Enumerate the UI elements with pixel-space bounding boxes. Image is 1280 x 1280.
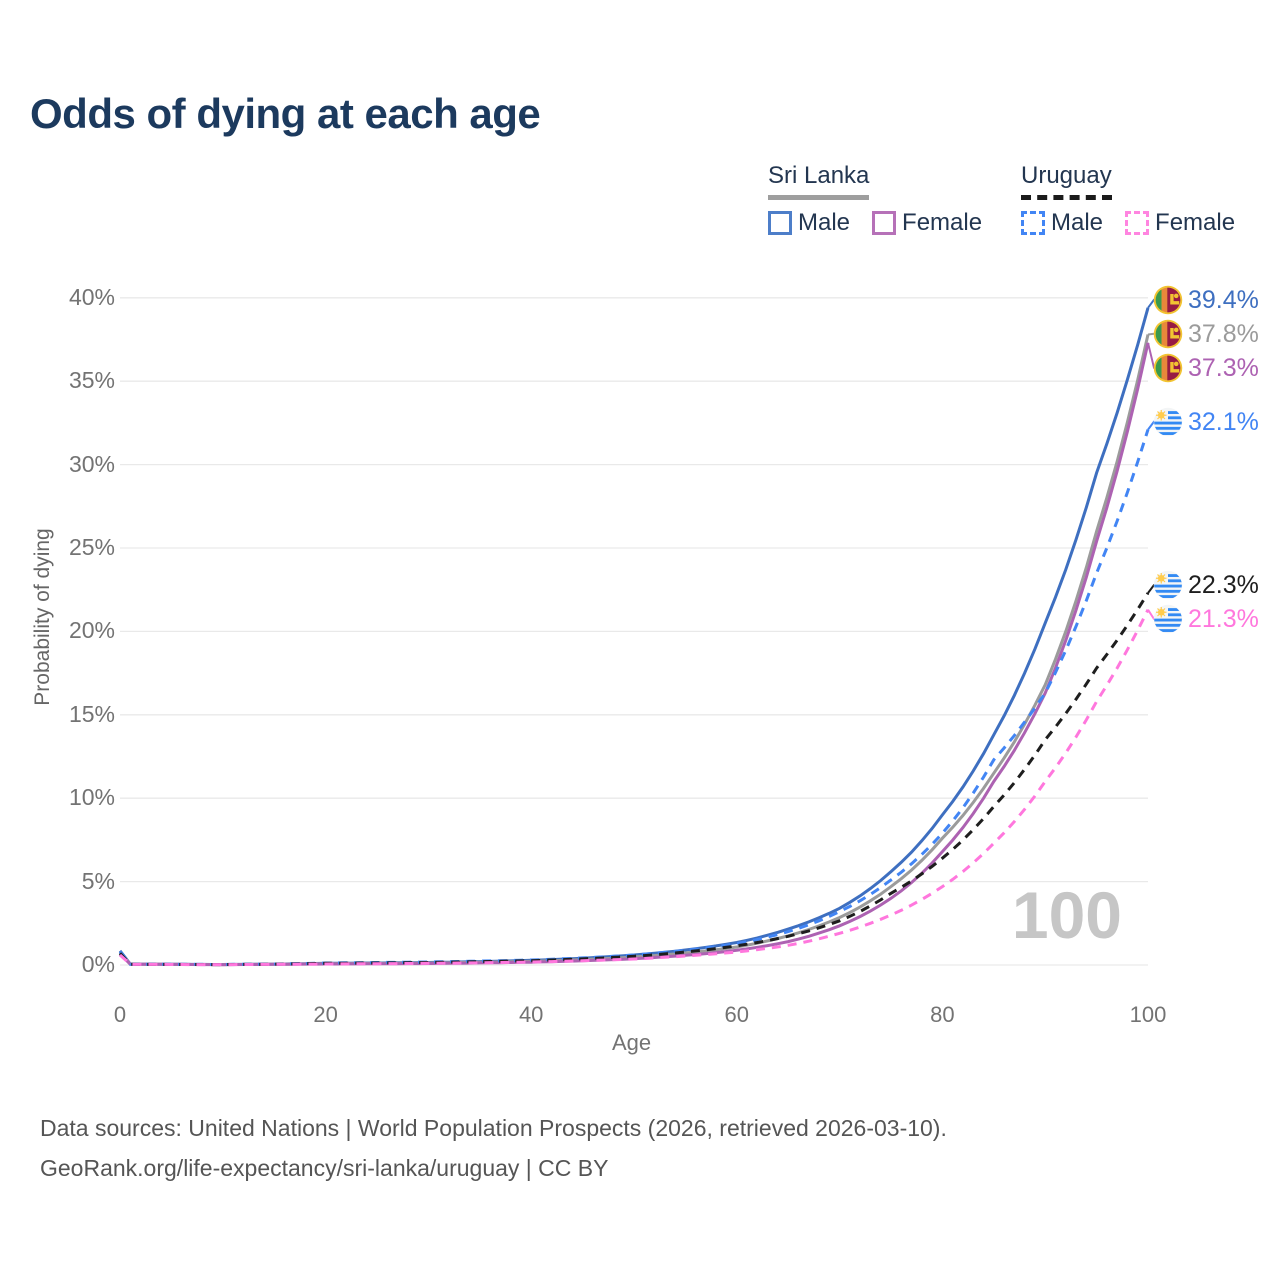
y-tick-label: 35% [68,367,115,394]
end-label-sri-lanka-all: 37.8% [1153,318,1259,350]
y-tick-label: 30% [68,450,115,477]
flag-sri-lanka-icon [1153,319,1183,349]
legend-item-label: Female [902,209,983,236]
line-swatch-icon [872,211,897,235]
x-tick-label: 80 [930,1002,955,1027]
legend-item-label: Male [1051,209,1104,236]
series-line-sri-lanka-male-male[interactable] [118,307,1150,966]
end-label-sri-lanka-male-male: 39.4% [1153,284,1259,316]
end-label-sri-lanka-female-female: 37.3% [1153,352,1259,384]
footer: Data sources: United Nations | World Pop… [40,1108,947,1188]
y-tick-label: 25% [68,534,115,560]
line-swatch-icon [1125,211,1150,235]
end-value-label: 37.8% [1188,319,1259,348]
x-tick-label: 40 [518,1002,544,1027]
legend-country-sri-lanka[interactable]: Sri Lanka [768,162,870,200]
series-line-uruguay-male-male[interactable] [118,429,1150,966]
series-line-sri-lanka-female-female[interactable] [118,342,1150,967]
series-line-uruguay-all[interactable] [118,592,1150,967]
legend-group-sri-lanka: Sri Lanka Male Female [768,162,982,237]
line-swatch-icon [1021,211,1045,235]
footer-data-sources: Data sources: United Nations | World Pop… [40,1115,947,1141]
y-tick-label: 15% [68,700,115,727]
x-axis-title: Age [612,1030,652,1055]
footer-attribution: GeoRank.org/life-expectancy/sri-lanka/ur… [40,1155,609,1181]
end-value-label: 22.3% [1188,571,1259,600]
flag-sri-lanka-icon [1153,285,1183,315]
legend-item-label: Male [798,209,851,236]
series-line-sri-lanka-all[interactable] [118,334,1150,967]
end-value-label: 32.1% [1188,407,1259,436]
end-value-label: 37.3% [1188,353,1259,382]
y-tick-label: 20% [68,617,115,644]
legend-item-sri-lanka-female[interactable]: Female [872,209,982,237]
x-tick-label: 20 [313,1002,338,1027]
flag-sri-lanka-icon [1153,353,1183,383]
legend-item-uruguay-male[interactable]: Male [1021,209,1103,237]
x-tick-label: 100 [1129,1002,1167,1027]
legend-item-sri-lanka-male[interactable]: Male [768,209,850,237]
y-axis-title: Probability of dying [31,528,54,706]
end-value-label: 39.4% [1188,285,1259,314]
y-tick-label: 0% [81,951,115,977]
age-watermark: 100 [1012,878,1122,952]
flag-uruguay-icon [1153,407,1183,436]
flag-uruguay-icon [1153,570,1183,600]
y-tick-label: 5% [81,867,115,894]
end-label-uruguay-male-male: 32.1% [1153,406,1259,438]
end-label-uruguay-female-female: 21.3% [1153,603,1259,635]
legend-country-uruguay[interactable]: Uruguay [1021,162,1112,200]
line-swatch-icon [768,211,792,235]
y-tick-label: 10% [68,784,115,811]
x-tick-label: 0 [113,1002,127,1027]
end-label-uruguay-all: 22.3% [1153,569,1259,601]
legend-item-label: Female [1155,209,1236,236]
y-tick-label: 40% [68,283,115,310]
flag-uruguay-icon [1153,604,1183,634]
legend-group-uruguay: Uruguay Male Female [1021,162,1235,237]
page-title: Odds of dying at each age [30,90,541,137]
x-tick-label: 60 [724,1002,750,1027]
legend-item-uruguay-female[interactable]: Female [1125,209,1235,237]
gridlines [120,297,1148,966]
series-line-uruguay-female-female[interactable] [118,609,1150,967]
end-value-label: 21.3% [1188,605,1259,634]
